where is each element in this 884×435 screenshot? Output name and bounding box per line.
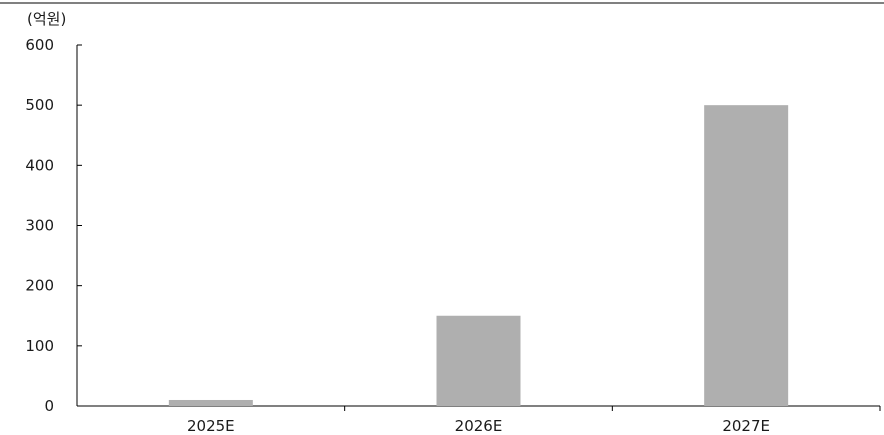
x-axis: 2025E 2026E 2027E	[77, 405, 881, 435]
bar-2027E	[704, 105, 789, 407]
x-tick-label: 2025E	[187, 417, 235, 435]
bars	[168, 105, 789, 407]
x-tick-label: 2027E	[722, 417, 770, 435]
bar-2025E	[168, 399, 253, 406]
bar-2026E	[436, 315, 521, 406]
y-tick-label: 200	[25, 277, 54, 295]
y-tick-label: 400	[25, 156, 54, 174]
x-tick-label: 2026E	[455, 417, 503, 435]
y-tick-label: 0	[44, 397, 54, 415]
y-tick-label: 500	[25, 96, 54, 114]
y-tick-label: 600	[25, 36, 54, 54]
y-axis: 0 100 200 300 400 500 600	[25, 36, 82, 415]
y-axis-unit-label: (억원)	[27, 10, 66, 28]
y-tick-label: 100	[25, 337, 54, 355]
y-tick-label: 300	[25, 217, 54, 235]
